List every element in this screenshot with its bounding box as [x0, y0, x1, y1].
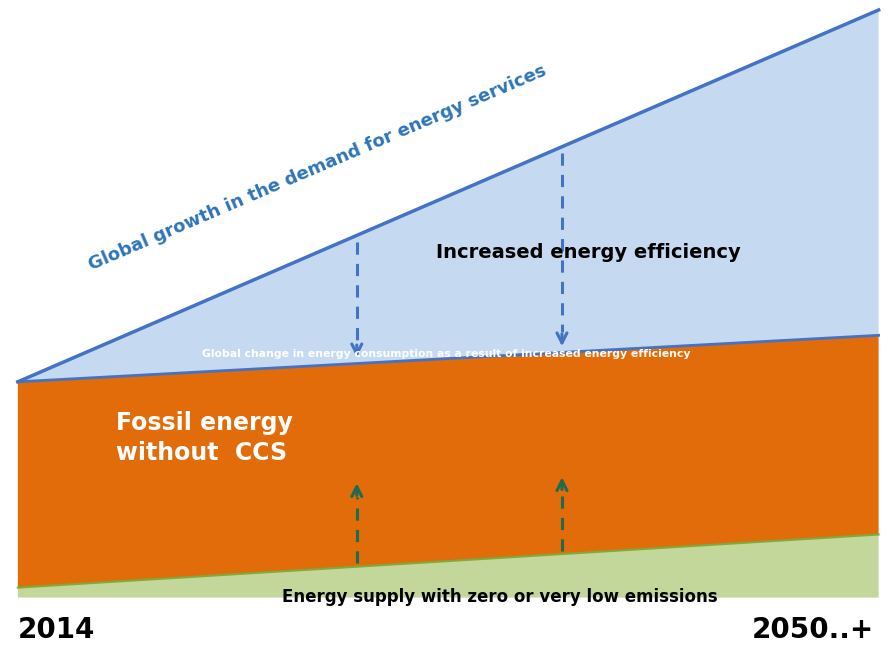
Text: Increased energy efficiency: Increased energy efficiency — [436, 243, 741, 262]
Text: 2014: 2014 — [18, 616, 95, 644]
Text: 2050..+: 2050..+ — [752, 616, 874, 644]
Polygon shape — [18, 10, 879, 382]
Text: Energy supply with zero or very low emissions: Energy supply with zero or very low emis… — [282, 588, 717, 606]
Text: Global change in energy consumption as a result of increased energy efficiency: Global change in energy consumption as a… — [202, 349, 690, 359]
Polygon shape — [18, 535, 879, 598]
Polygon shape — [18, 335, 879, 588]
Text: Global growth in the demand for energy services: Global growth in the demand for energy s… — [86, 62, 549, 274]
Text: Fossil energy
without  CCS: Fossil energy without CCS — [116, 412, 293, 465]
